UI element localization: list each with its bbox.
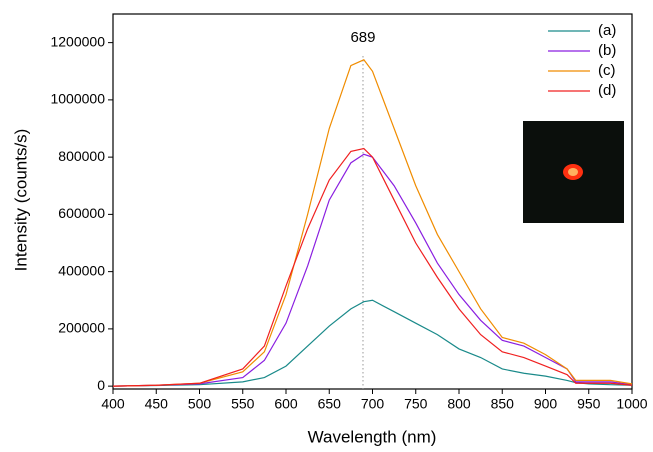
- x-tick-label: 900: [534, 396, 558, 412]
- y-tick-label: 1200000: [50, 33, 105, 49]
- legend-label: (c): [598, 62, 616, 79]
- x-tick-label: 400: [101, 396, 125, 412]
- y-tick-label: 1000000: [50, 91, 105, 107]
- x-tick-label: 950: [577, 396, 601, 412]
- legend-label: (d): [598, 82, 616, 99]
- x-tick-label: 600: [274, 396, 298, 412]
- x-tick-label: 700: [361, 396, 385, 412]
- series-line: [112, 59, 633, 387]
- x-axis-label: Wavelength (nm): [308, 427, 437, 446]
- x-tick-label: 550: [231, 396, 255, 412]
- series-line: [112, 299, 633, 387]
- x-tick-label: 650: [318, 396, 342, 412]
- series-line: [112, 147, 633, 387]
- x-tick-label: 500: [188, 396, 212, 412]
- x-tick-label: 1000: [616, 396, 647, 412]
- y-tick-label: 600000: [58, 205, 105, 221]
- legend-label: (a): [598, 22, 616, 39]
- x-tick-label: 750: [404, 396, 428, 412]
- annotation-label: 689: [350, 29, 375, 46]
- y-tick-label: 0: [97, 377, 105, 393]
- inset-spot-core: [568, 168, 578, 176]
- y-axis-label: Intensity (counts/s): [11, 129, 30, 272]
- y-tick-label: 800000: [58, 148, 105, 164]
- x-tick-label: 850: [491, 396, 515, 412]
- legend-label: (b): [598, 42, 616, 59]
- y-tick-label: 200000: [58, 320, 105, 336]
- y-tick-label: 400000: [58, 262, 105, 278]
- x-tick-label: 450: [145, 396, 169, 412]
- x-tick-label: 800: [447, 396, 471, 412]
